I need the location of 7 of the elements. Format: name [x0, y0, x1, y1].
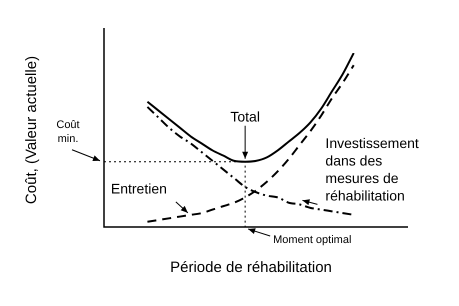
series-label: Entretien — [110, 180, 167, 197]
x-axis-title: Période de réhabilitation — [170, 259, 332, 276]
y-axis-title: Coût, (Valeur actuelle) — [23, 56, 40, 204]
ref-line-label: Coût min. — [56, 118, 80, 145]
text: Moment optimal — [273, 234, 352, 246]
series-label: Investissement dans des mesures de réhabilitation — [325, 135, 419, 204]
text: Total — [230, 108, 260, 125]
